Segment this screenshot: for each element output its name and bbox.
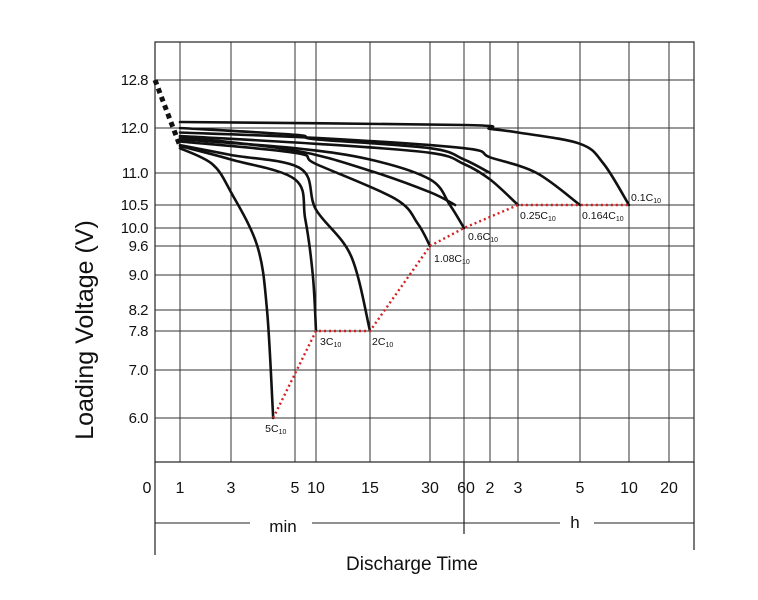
chart-grid [154, 41, 695, 555]
x-tick-label: 0 [143, 480, 152, 497]
x-unit-min: min [269, 517, 296, 536]
initial-voltage-dashes [152, 79, 183, 147]
y-tick-label: 10.0 [121, 220, 148, 237]
y-axis-label: Loading Voltage (V) [71, 220, 99, 440]
curve-label: 0.1C10 [631, 192, 661, 205]
end-voltage-line [272, 203, 629, 419]
discharge-curve-line [178, 135, 457, 207]
x-tick-label: 1 [176, 480, 185, 497]
curve-label: 0.6C10 [468, 231, 498, 244]
x-tick-label: 20 [660, 480, 678, 497]
curve-label: 0.25C10 [520, 210, 556, 223]
x-tick-label: 3 [227, 480, 236, 497]
y-tick-label: 7.0 [129, 362, 149, 379]
x-tick-label: 3 [514, 480, 523, 497]
discharge-curve-line [178, 143, 372, 333]
x-tick-label: 30 [421, 480, 439, 497]
discharge-curve-line [178, 131, 582, 207]
curve-label: 0.164C10 [582, 210, 624, 223]
x-axis-label: Discharge Time [346, 554, 478, 575]
x-tick-label: 5 [576, 480, 585, 497]
curve-label: 2C10 [372, 336, 393, 349]
x-tick-label: 15 [361, 480, 379, 497]
x-unit-h: h [570, 513, 579, 532]
x-tick-label: 5 [291, 480, 300, 497]
curve-label: 1.08C10 [434, 253, 470, 266]
discharge-curve-line [178, 134, 520, 207]
x-tick-label: 10 [307, 480, 325, 497]
x-tick-label: 2 [486, 480, 495, 497]
x-tick-label: 10 [620, 480, 638, 497]
y-tick-label: 12.0 [121, 120, 148, 137]
y-tick-label: 10.5 [121, 197, 148, 214]
y-tick-label: 9.6 [129, 238, 149, 255]
y-tick-label: 11.0 [122, 165, 148, 182]
curve-labels: 5C10 3C10 2C10 1.08C10 0.6C10 0.25C10 0.164C10… [265, 192, 661, 436]
y-tick-label: 8.2 [129, 302, 149, 319]
discharge-curve-line [178, 140, 432, 248]
y-tick-label: 6.0 [129, 410, 149, 427]
axis-ticks: 12.8 12.0 11.0 10.5 10.09.6 9.0 8.2 7.8 7.0 6.0 0 1… [121, 72, 678, 497]
curve-label: 5C10 [265, 423, 286, 436]
y-tick-label: 9.0 [129, 267, 149, 284]
y-tick-label: 12.8 [121, 72, 148, 89]
discharge-curve-line [178, 144, 318, 333]
discharge-curves [152, 79, 631, 420]
discharge-curve-line [178, 146, 275, 420]
curve-label: 3C10 [320, 336, 341, 349]
discharge-curve-line [178, 120, 631, 207]
discharge-curve-line [178, 126, 492, 175]
y-tick-label: 7.8 [129, 323, 149, 340]
x-tick-label: 60 [457, 480, 475, 497]
